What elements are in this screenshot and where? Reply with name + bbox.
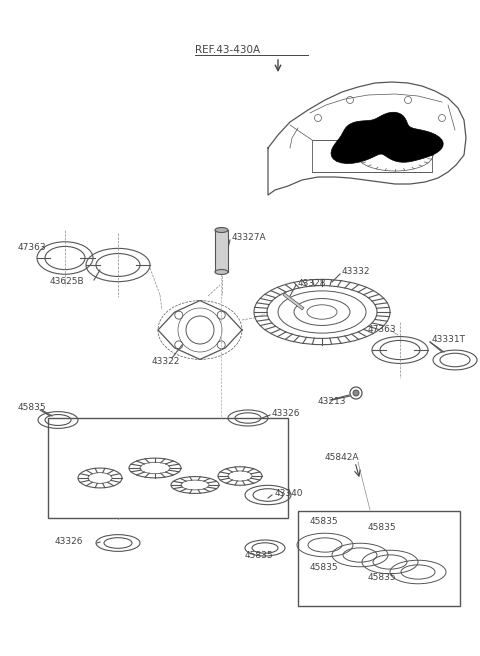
Text: 45835: 45835 [310, 564, 338, 573]
Text: 47363: 47363 [18, 243, 47, 253]
Bar [312, 140, 432, 172]
Text: 45835: 45835 [310, 518, 338, 527]
Bar [215, 230, 228, 272]
Text: 43332: 43332 [342, 268, 371, 276]
Text: 43328: 43328 [298, 279, 326, 287]
Text: 45842A: 45842A [325, 453, 360, 462]
Polygon shape [331, 112, 443, 163]
Text: 43322: 43322 [152, 358, 180, 367]
Text: 45835: 45835 [245, 550, 274, 560]
Text: 43625B: 43625B [50, 277, 84, 287]
Text: 43326: 43326 [272, 409, 300, 417]
Text: 43213: 43213 [318, 398, 347, 407]
Text: 47363: 47363 [368, 325, 396, 335]
Text: 43327A: 43327A [232, 234, 266, 243]
Ellipse shape [215, 228, 228, 232]
Text: 45835: 45835 [368, 522, 396, 531]
Text: 43331T: 43331T [432, 335, 466, 344]
Circle shape [353, 390, 359, 396]
Ellipse shape [215, 270, 228, 274]
Text: 45835: 45835 [18, 403, 47, 413]
Text: 45835: 45835 [368, 573, 396, 583]
Text: 43326: 43326 [55, 537, 84, 546]
Bar [48, 418, 288, 518]
Text: 43340: 43340 [275, 489, 303, 497]
Bar [298, 511, 460, 606]
Text: REF.43-430A: REF.43-430A [195, 45, 260, 55]
